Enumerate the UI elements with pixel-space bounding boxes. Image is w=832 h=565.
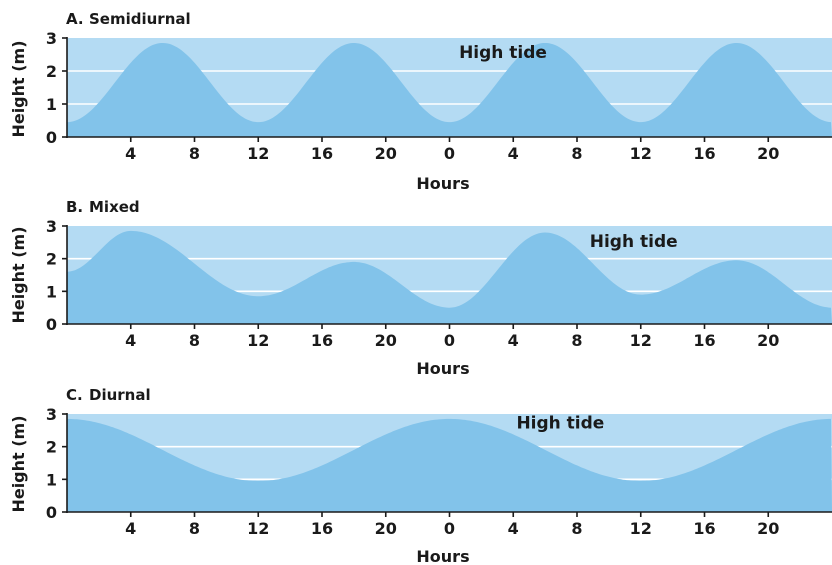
y-tick-label: 3	[46, 405, 57, 424]
panel-title: Semidiurnal	[89, 10, 191, 28]
panel-letter: C.	[66, 386, 83, 404]
x-tick-label: 0	[444, 331, 455, 350]
x-tick-label: 0	[444, 144, 455, 163]
tide-area	[67, 230, 832, 324]
x-tick-label: 16	[693, 144, 715, 163]
y-tick-label: 0	[46, 315, 57, 334]
y-axis-label: Height (m)	[9, 40, 28, 137]
x-tick-label: 4	[125, 331, 136, 350]
x-tick-label: 16	[311, 331, 333, 350]
x-axis-label: Hours	[416, 359, 469, 378]
x-tick-label: 12	[630, 331, 652, 350]
panel-diurnal: C. Diurnal Height (m) Hours High tide 0 1…	[9, 386, 832, 565]
x-tick-label: 8	[571, 331, 582, 350]
y-tick-label: 3	[46, 29, 57, 48]
high-tide-label: High tide	[516, 414, 604, 434]
y-axis-label: Height (m)	[9, 415, 28, 512]
x-tick-label: 4	[508, 144, 519, 163]
y-tick-label: 1	[46, 95, 57, 114]
y-tick-label: 0	[46, 503, 57, 522]
x-tick-label: 8	[189, 519, 200, 538]
panel-mixed: B. Mixed Height (m) Hours High tide 0123…	[9, 198, 832, 378]
y-tick-label: 2	[46, 250, 57, 269]
panel-letter: A.	[66, 10, 84, 28]
x-tick-label: 4	[125, 144, 136, 163]
high-tide-label: High tide	[459, 43, 547, 63]
x-tick-label: 4	[508, 519, 519, 538]
x-tick-label: 8	[571, 144, 582, 163]
tide-area	[67, 418, 832, 512]
x-tick-label: 20	[375, 144, 397, 163]
x-tick-label: 12	[630, 144, 652, 163]
x-tick-label: 0	[444, 519, 455, 538]
x-tick-label: 16	[311, 144, 333, 163]
x-tick-label: 12	[630, 519, 652, 538]
x-tick-label: 12	[247, 331, 269, 350]
y-tick-label: 1	[46, 282, 57, 301]
x-tick-label: 12	[247, 144, 269, 163]
x-axis-label: Hours	[416, 174, 469, 193]
x-tick-label: 20	[375, 519, 397, 538]
y-tick-label: 0	[46, 128, 57, 147]
y-tick-label: 2	[46, 438, 57, 457]
panel-title: Mixed	[89, 198, 140, 216]
x-tick-label: 20	[375, 331, 397, 350]
x-tick-label: 20	[757, 519, 779, 538]
x-tick-label: 4	[508, 331, 519, 350]
x-tick-label: 4	[125, 519, 136, 538]
x-tick-label: 8	[189, 144, 200, 163]
x-tick-label: 20	[757, 144, 779, 163]
x-axis-label: Hours	[416, 547, 469, 565]
panel-semidiurnal: A. Semidiurnal Height (m) Hours High tid…	[9, 10, 832, 193]
high-tide-label: High tide	[590, 232, 678, 252]
panel-title: Diurnal	[89, 386, 151, 404]
y-tick-label: 3	[46, 217, 57, 236]
y-axis-label: Height (m)	[9, 226, 28, 323]
x-tick-label: 16	[693, 519, 715, 538]
x-tick-label: 16	[311, 519, 333, 538]
x-tick-label: 12	[247, 519, 269, 538]
x-tick-label: 8	[571, 519, 582, 538]
tide-area	[67, 43, 832, 137]
x-tick-label: 20	[757, 331, 779, 350]
y-tick-label: 1	[46, 470, 57, 489]
x-tick-label: 16	[693, 331, 715, 350]
x-tick-label: 8	[189, 331, 200, 350]
panel-letter: B.	[66, 198, 83, 216]
y-tick-label: 2	[46, 62, 57, 81]
